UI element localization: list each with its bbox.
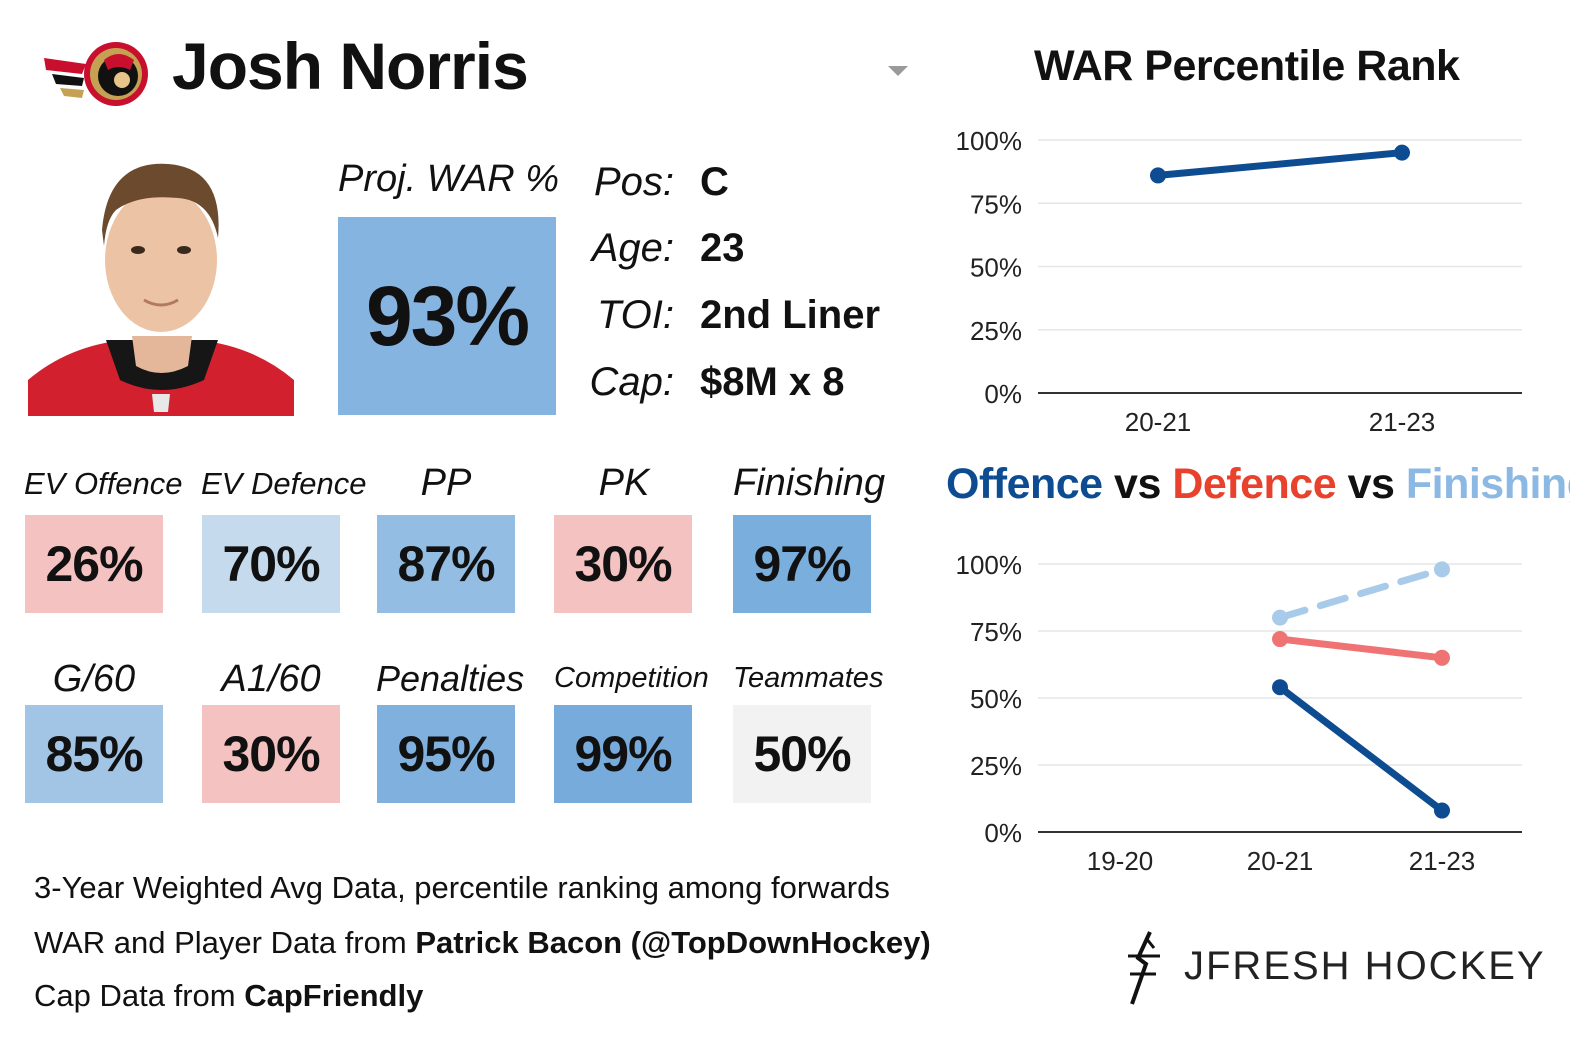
stat-value-ev-offence: 26% xyxy=(25,515,163,613)
stat-value-pk: 30% xyxy=(554,515,692,613)
stat-label-pk: PK xyxy=(598,462,650,504)
ovd-title-finishing: Finishing xyxy=(1405,460,1570,508)
team-logo xyxy=(42,30,152,116)
data-point-offence xyxy=(1434,802,1450,819)
y-tick-label: 50% xyxy=(970,253,1022,283)
stat-label-penalties: Penalties xyxy=(376,658,525,699)
ovd-title-vs-1: vs xyxy=(1102,460,1173,508)
info-row-cap: Cap: $8M x 8 xyxy=(560,352,920,412)
y-tick-label: 100% xyxy=(956,550,1023,580)
y-tick-label: 75% xyxy=(970,617,1022,647)
ovd-title-offence: Offence xyxy=(946,460,1103,508)
footer-note: 3-Year Weighted Avg Data, percentile ran… xyxy=(34,870,890,905)
info-row-position: Pos: C xyxy=(560,152,920,212)
stat-value-finishing: 97% xyxy=(733,515,871,613)
footer-cap-source: Cap Data from CapFriendly xyxy=(34,978,423,1014)
data-point-war xyxy=(1150,167,1166,184)
proj-war-label: Proj. WAR % xyxy=(338,158,560,200)
footer-cap-source-prefix: Cap Data from xyxy=(34,978,245,1013)
stat-value-penalties: 95% xyxy=(377,705,515,803)
player-select-dropdown-icon[interactable] xyxy=(888,66,908,76)
senators-logo-icon xyxy=(44,42,148,106)
data-point-defence xyxy=(1272,631,1288,648)
jfresh-logo-icon xyxy=(1128,931,1160,1005)
y-tick-label: 25% xyxy=(970,316,1022,346)
y-tick-label: 75% xyxy=(970,189,1022,219)
offence-defence-finishing-chart: 0% 25% 50% 75% 100% 19-20 20-21 21-23 xyxy=(956,550,1522,876)
data-point-defence xyxy=(1434,649,1450,666)
y-tick-label: 25% xyxy=(970,751,1022,781)
stat-value-teammates: 50% xyxy=(733,705,871,803)
info-key: TOI: xyxy=(596,292,674,337)
footer-war-source-link: Patrick Bacon (@TopDownHockey) xyxy=(415,925,931,960)
data-point-war xyxy=(1394,144,1410,161)
war-percentile-chart: 0% 25% 50% 75% 100% 20-21 21-23 xyxy=(956,126,1522,437)
footer-war-source-prefix: WAR and Player Data from xyxy=(34,925,416,960)
info-value: $8M x 8 xyxy=(700,359,845,404)
stat-label-teammates: Teammates xyxy=(733,662,884,694)
stat-value-ev-defence: 70% xyxy=(202,515,340,613)
player-name: Josh Norris xyxy=(172,29,529,103)
series-line-finishing xyxy=(1276,565,1446,622)
info-key: Cap: xyxy=(589,359,675,404)
info-row-age: Age: 23 xyxy=(560,218,920,278)
ovd-title-defence: Defence xyxy=(1172,460,1337,508)
series-line-war xyxy=(1154,149,1406,179)
x-tick-label: 20-21 xyxy=(1247,846,1314,876)
y-tick-label: 0% xyxy=(984,379,1022,409)
player-headshot-icon xyxy=(28,150,294,416)
x-tick-label: 20-21 xyxy=(1125,407,1192,437)
y-tick-label: 50% xyxy=(970,684,1022,714)
stat-label-finishing: Finishing xyxy=(733,462,886,504)
data-point-offence xyxy=(1272,679,1288,696)
stat-label-competition: Competition xyxy=(554,662,709,694)
stat-label-ev-defence: EV Defence xyxy=(201,466,367,501)
ovd-chart-title: Offence vs Defence vs Finishing xyxy=(946,460,1570,509)
stat-label-pp: PP xyxy=(420,462,472,504)
footer-cap-source-link: CapFriendly xyxy=(244,978,424,1013)
war-chart-title: WAR Percentile Rank xyxy=(1034,42,1460,90)
info-key: Age: xyxy=(591,225,674,270)
stat-label-a160: A1/60 xyxy=(221,658,321,700)
series-line-offence xyxy=(1276,683,1446,815)
stat-value-competition: 99% xyxy=(554,705,692,803)
stat-label-ev-offence: EV Offence xyxy=(24,466,183,501)
ovd-title-vs-2: vs xyxy=(1336,460,1406,508)
series-line-defence xyxy=(1276,635,1446,662)
x-tick-label: 21-23 xyxy=(1369,407,1436,437)
stat-value-pp: 87% xyxy=(377,515,515,613)
info-value: 23 xyxy=(700,225,745,270)
footer-war-source: WAR and Player Data from Patrick Bacon (… xyxy=(34,925,931,961)
brand-logo: JFRESH HOCKEY xyxy=(1120,928,1544,1008)
x-tick-label: 19-20 xyxy=(1087,846,1154,876)
y-tick-label: 100% xyxy=(956,126,1023,156)
info-value: C xyxy=(700,159,729,204)
stat-value-a160: 30% xyxy=(202,705,340,803)
data-point-finishing xyxy=(1272,609,1288,626)
stat-label-g60: G/60 xyxy=(52,658,136,700)
info-value: 2nd Liner xyxy=(700,292,881,337)
x-tick-label: 21-23 xyxy=(1409,846,1476,876)
info-row-toi: TOI: 2nd Liner xyxy=(560,285,920,345)
info-key: Pos: xyxy=(593,159,674,204)
player-photo xyxy=(28,150,294,416)
stat-value-g60: 85% xyxy=(25,705,163,803)
proj-war-value: 93% xyxy=(338,217,556,415)
y-tick-label: 0% xyxy=(984,818,1022,848)
brand-text: JFRESH HOCKEY xyxy=(1184,944,1546,988)
data-point-finishing xyxy=(1434,561,1450,578)
